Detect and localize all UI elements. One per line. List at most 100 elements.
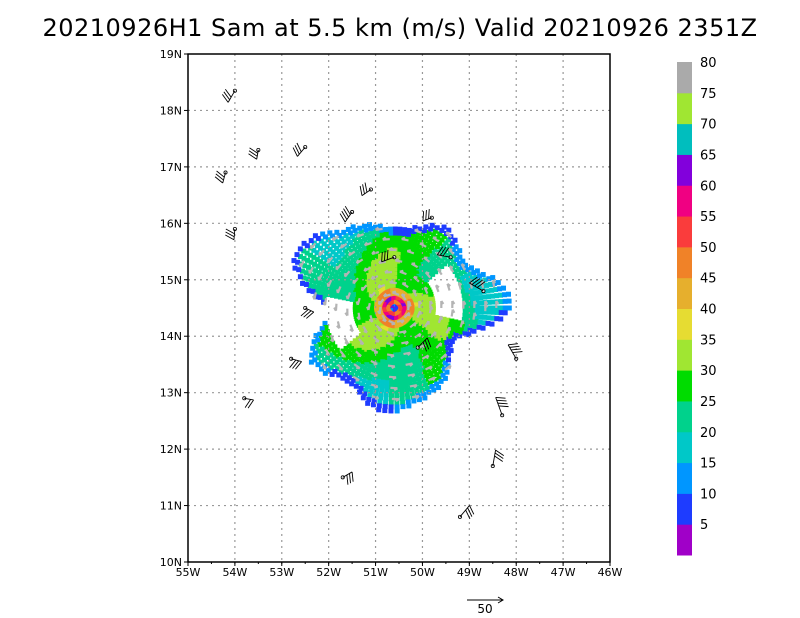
colorbar-swatch <box>677 62 692 94</box>
wind-cell <box>423 224 429 230</box>
wind-cell <box>392 234 398 240</box>
wind-cell <box>329 271 335 277</box>
wind-cell <box>460 258 466 264</box>
wind-cell <box>355 244 361 250</box>
wind-cell <box>402 355 408 361</box>
wind-cell <box>358 261 364 267</box>
wind-cell <box>398 254 404 260</box>
barb-shaft <box>361 189 372 197</box>
wind-vector-head <box>444 353 448 358</box>
wind-cell <box>466 308 472 314</box>
wind-vector-head <box>451 309 456 314</box>
wind-cell <box>413 351 419 357</box>
wind-cell <box>348 265 354 271</box>
wind-cell <box>451 253 457 259</box>
wind-cell <box>418 262 424 268</box>
barb-feather <box>494 452 504 459</box>
wind-cell <box>487 281 493 287</box>
wind-cell <box>424 350 430 356</box>
wind-cell <box>418 235 424 241</box>
wind-cell <box>322 334 328 340</box>
wind-cell <box>367 376 373 382</box>
wind-cell <box>348 287 354 293</box>
wind-vector-head <box>322 366 327 370</box>
wind-cell <box>498 316 504 322</box>
grid-lines <box>188 54 610 562</box>
wind-cell <box>434 381 440 387</box>
wind-cell <box>444 340 450 346</box>
wind-cell <box>471 328 477 334</box>
wind-cell <box>330 340 336 346</box>
barb-feather <box>292 360 300 369</box>
wind-cell <box>402 379 408 385</box>
wind-cell <box>466 313 472 319</box>
wind-cell <box>324 273 330 279</box>
wind-vector-head <box>341 354 346 358</box>
wind-cell <box>392 262 398 268</box>
wind-vector-head <box>413 322 417 327</box>
wind-cell <box>432 228 438 234</box>
wind-cell <box>364 371 370 377</box>
wind-cell <box>369 385 375 391</box>
wind-cell <box>409 357 415 363</box>
barb-feather <box>289 359 297 368</box>
wind-cell <box>422 360 428 366</box>
wind-cell <box>357 247 363 253</box>
wind-cell <box>354 231 360 237</box>
wind-cell <box>393 360 399 366</box>
wind-cell <box>362 351 368 357</box>
wind-cell <box>368 389 374 395</box>
wind-cell <box>362 391 368 397</box>
wind-vector-head <box>359 342 364 346</box>
wind-cell <box>392 250 398 256</box>
wind-cell <box>308 359 314 365</box>
wind-cell <box>498 310 504 316</box>
wind-cell <box>411 352 417 358</box>
barb-feather <box>306 311 315 319</box>
wind-cell <box>380 255 386 261</box>
wind-cell <box>478 300 484 306</box>
wind-cell <box>384 238 390 244</box>
wind-cell <box>428 371 434 377</box>
wind-cell <box>400 259 406 265</box>
wind-cell <box>322 350 328 356</box>
wind-cell <box>363 374 369 380</box>
wind-cell <box>482 309 488 315</box>
wind-vector-head <box>484 303 489 308</box>
barb-shaft <box>305 307 314 313</box>
wind-cell <box>297 246 303 252</box>
wind-cell <box>466 296 472 302</box>
wind-cell <box>428 264 434 270</box>
wind-vector-head <box>333 307 337 312</box>
wind-cell <box>306 288 312 294</box>
wind-cell <box>444 331 450 337</box>
wind-cell <box>358 385 364 391</box>
wind-cell <box>313 279 319 285</box>
wind-cell <box>318 290 324 296</box>
wind-cell <box>418 248 424 254</box>
wind-cell <box>474 300 480 306</box>
wind-cell <box>432 247 438 253</box>
wind-cell <box>428 356 434 362</box>
wind-cell <box>309 278 315 284</box>
wind-cell <box>366 235 372 241</box>
wind-cell <box>341 239 347 245</box>
wind-cell <box>338 280 344 286</box>
reference-vector-label: 50 <box>477 602 492 616</box>
wind-cell <box>376 349 382 355</box>
barb-feather <box>425 210 427 220</box>
wind-vector-head <box>432 376 436 381</box>
wind-cell <box>443 240 449 246</box>
barb-feather <box>294 145 300 155</box>
wind-cell <box>320 281 326 287</box>
wind-cell <box>313 268 319 274</box>
wind-vector-head <box>449 265 454 269</box>
wind-cell <box>347 230 353 236</box>
wind-cell <box>461 269 467 275</box>
wind-cell <box>388 234 394 240</box>
wind-cell <box>448 348 454 354</box>
wind-cell <box>368 242 374 248</box>
wind-cell <box>430 307 436 313</box>
wind-cell <box>315 337 321 343</box>
wind-cell <box>506 298 512 304</box>
